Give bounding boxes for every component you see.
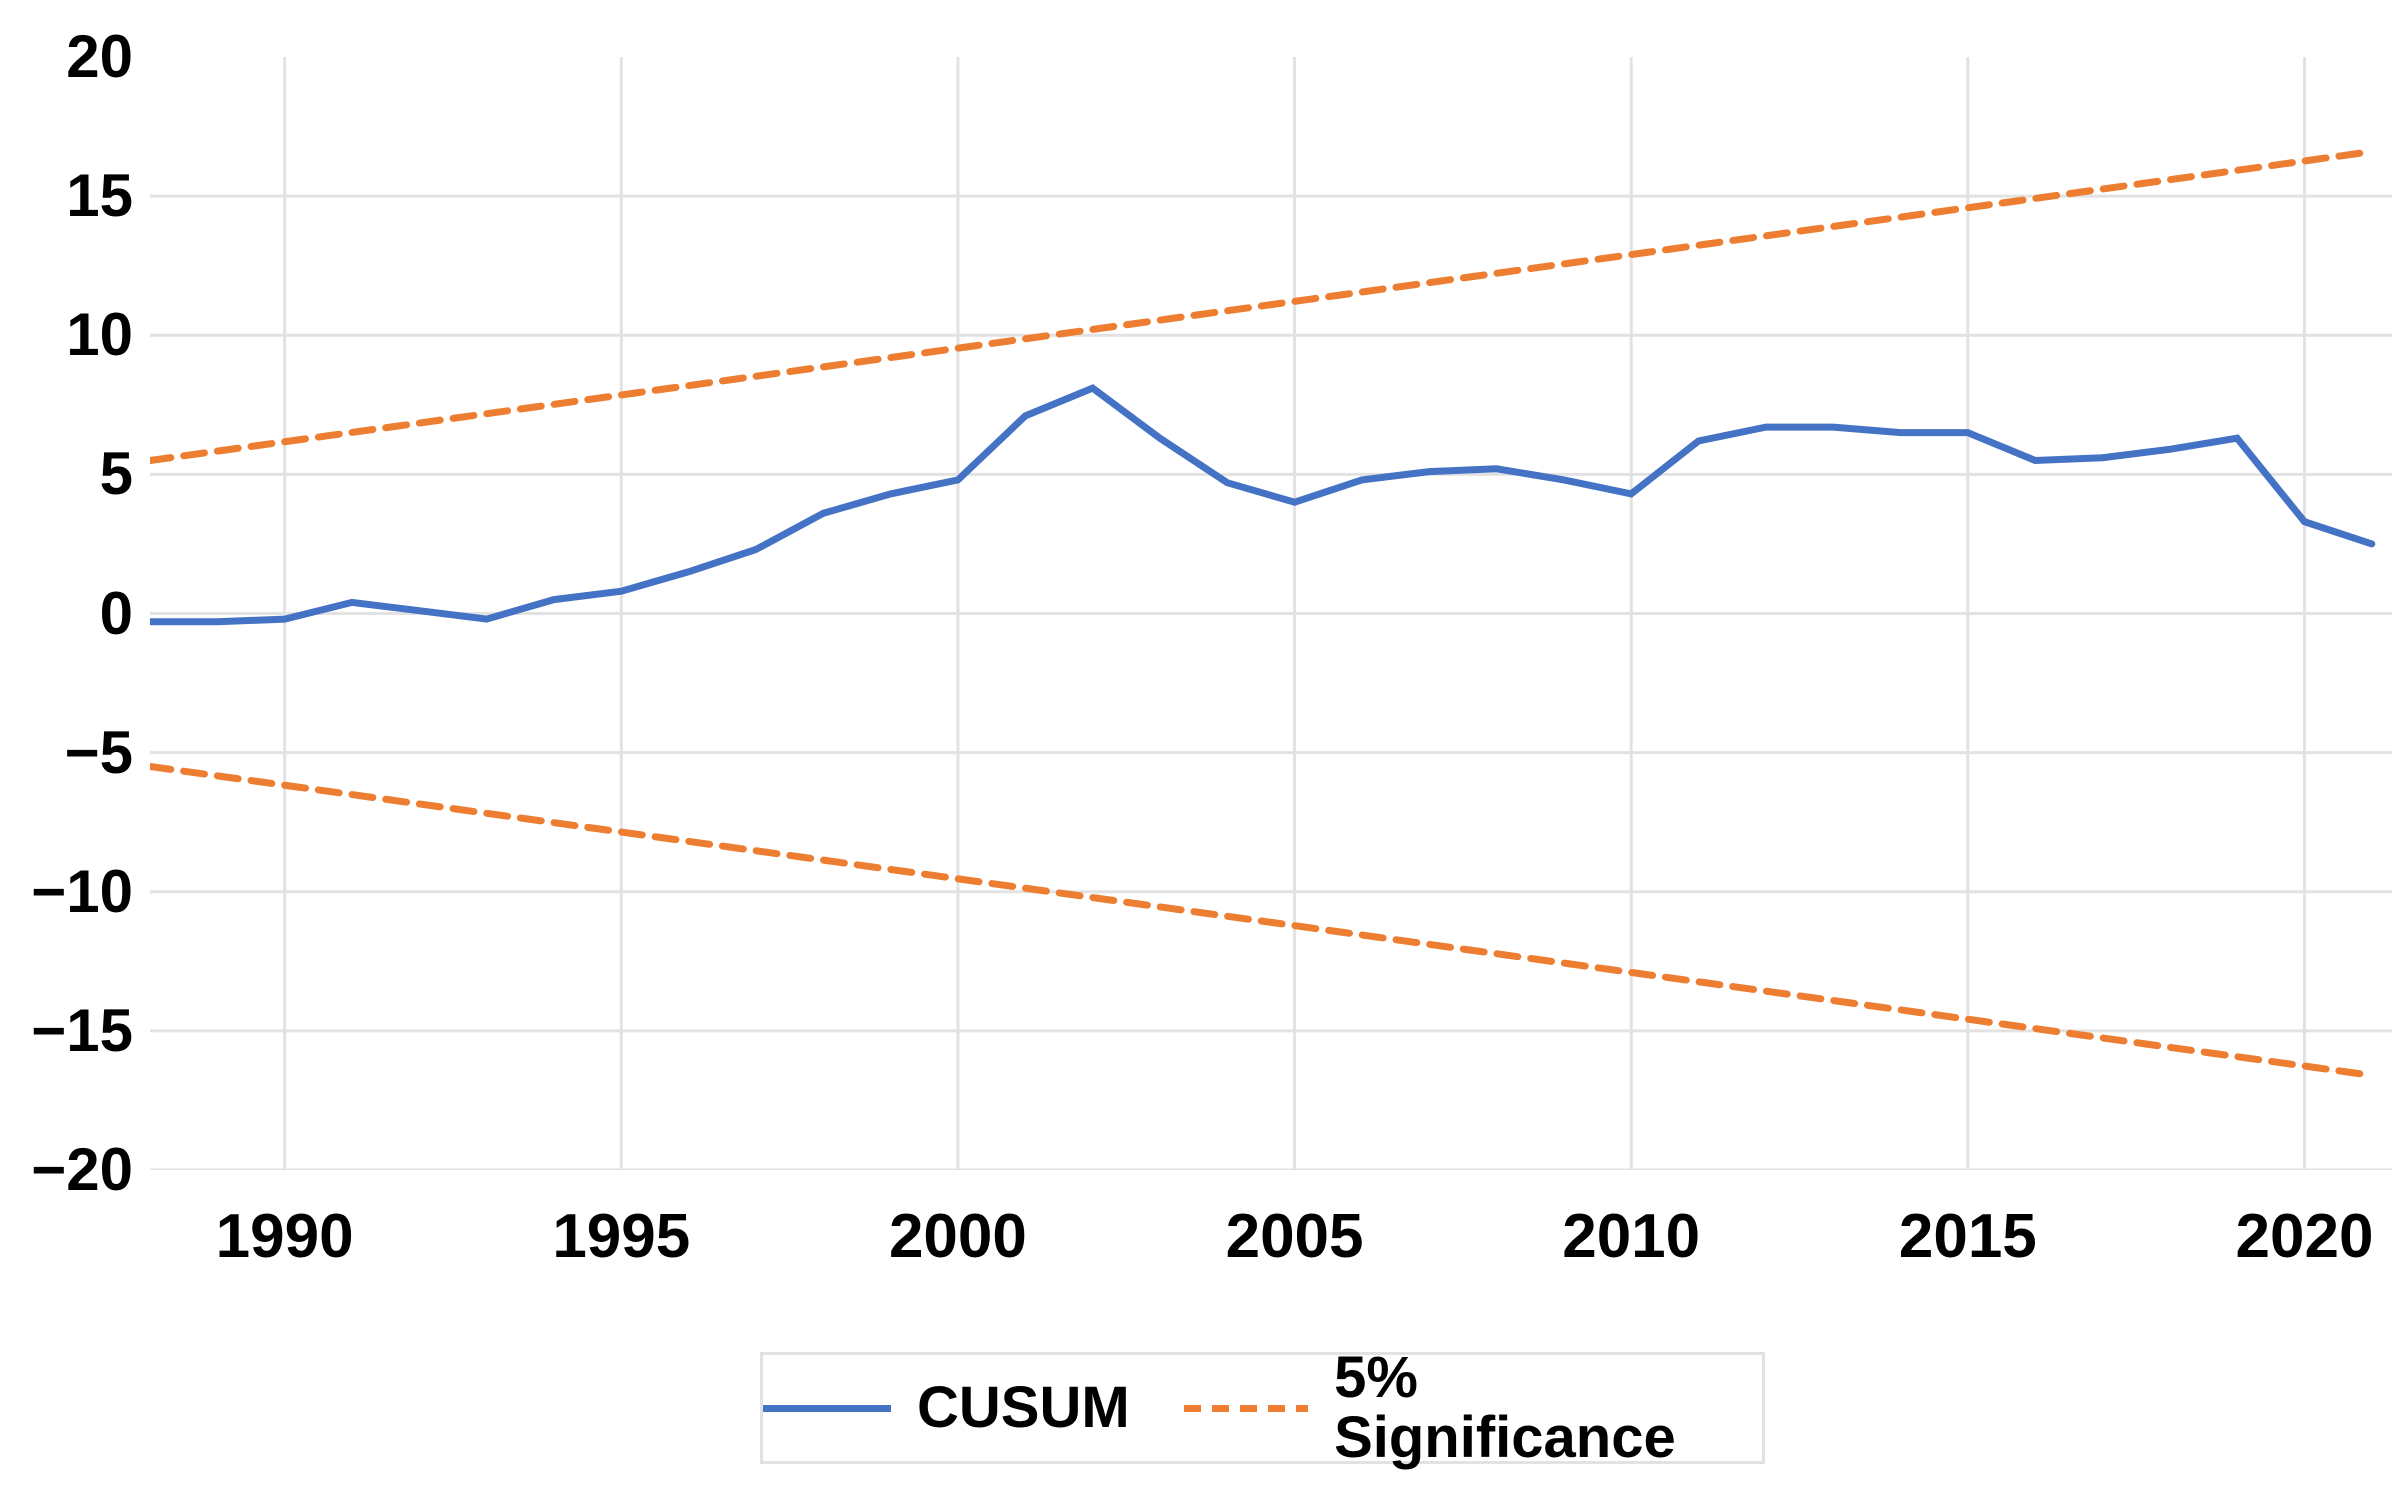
chart-legend: CUSUM 5% Significance — [760, 1348, 1765, 1468]
series-line-1-5-significance-upper-bound — [150, 148, 2376, 464]
plot-area — [150, 57, 2392, 1170]
x-tick-label-2010: 2010 — [1562, 1202, 1701, 1271]
series-line-2-5-significance-lower-bound — [150, 763, 2376, 1079]
x-tick-label-2015: 2015 — [1898, 1202, 2037, 1271]
legend-entry-significance: 5% Significance — [1184, 1348, 1762, 1468]
significance-dashed-swatch — [1184, 1404, 1309, 1412]
chart-canvas — [150, 57, 2392, 1170]
y-tick-label-5: 5 — [99, 440, 133, 508]
legend-label-cusum: CUSUM — [917, 1375, 1130, 1440]
y-tick-label--10: −10 — [31, 857, 133, 925]
x-tick-label-1990: 1990 — [215, 1202, 354, 1271]
y-tick-label--15: −15 — [31, 996, 133, 1064]
y-tick-label-15: 15 — [66, 162, 133, 230]
y-tick-label-0: 0 — [99, 579, 133, 647]
x-tick-label-2005: 2005 — [1225, 1202, 1364, 1271]
x-tick-label-2020: 2020 — [2235, 1202, 2374, 1271]
x-tick-label-2000: 2000 — [888, 1202, 1027, 1271]
cusum-line-swatch — [763, 1404, 891, 1412]
x-tick-label-1995: 1995 — [552, 1202, 691, 1271]
legend-label-significance: 5% Significance — [1334, 1345, 1676, 1470]
y-tick-label-10: 10 — [66, 301, 133, 369]
y-tick-label--5: −5 — [64, 718, 133, 786]
legend-entry-cusum: CUSUM — [763, 1378, 1130, 1438]
series-line-0-cusum — [150, 384, 2376, 626]
y-tick-label--20: −20 — [31, 1136, 133, 1203]
y-tick-label-20: 20 — [66, 23, 133, 90]
